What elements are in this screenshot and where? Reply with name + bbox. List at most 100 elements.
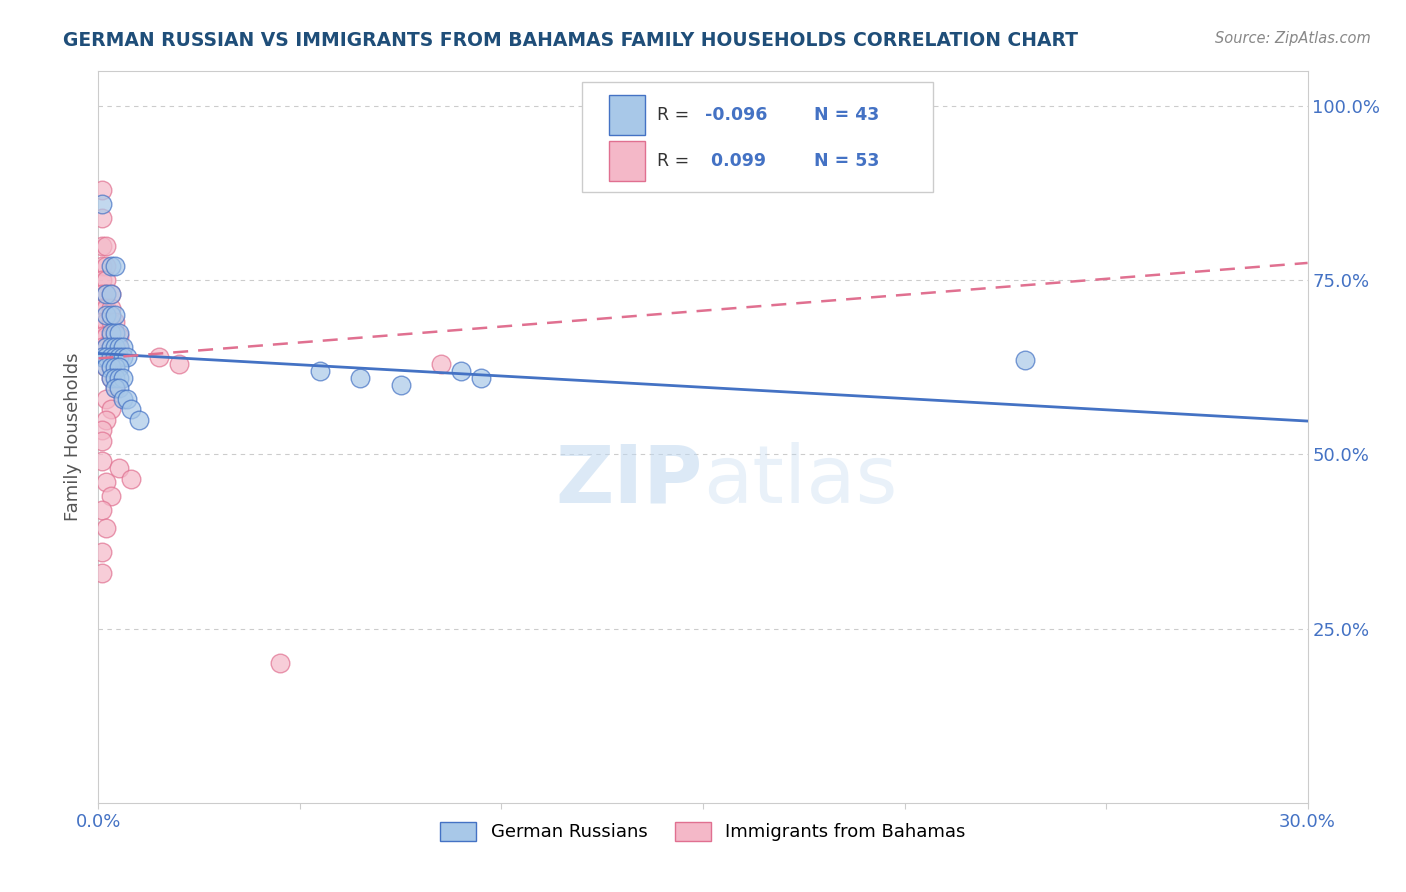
Point xyxy=(96,339,118,353)
Point xyxy=(96,412,118,426)
Point xyxy=(269,657,291,671)
Point xyxy=(91,339,114,353)
Point xyxy=(103,381,125,395)
Point xyxy=(100,260,122,274)
Point xyxy=(430,357,453,371)
Point xyxy=(96,238,118,252)
Point xyxy=(100,308,122,322)
Point xyxy=(103,329,125,343)
Point xyxy=(103,315,125,329)
Point xyxy=(103,326,125,340)
Point xyxy=(309,364,332,378)
Point xyxy=(100,350,122,364)
Point xyxy=(100,489,122,503)
Point xyxy=(470,371,492,385)
Y-axis label: Family Households: Family Households xyxy=(65,353,83,521)
Point xyxy=(91,183,114,197)
Point xyxy=(107,371,129,385)
Point xyxy=(107,461,129,475)
Point xyxy=(100,402,122,417)
Point xyxy=(120,402,142,417)
Point xyxy=(96,287,118,301)
Point xyxy=(91,350,114,364)
Point xyxy=(91,350,114,364)
Point xyxy=(103,339,125,353)
Point xyxy=(100,287,122,301)
Point xyxy=(96,315,118,329)
Point xyxy=(115,392,138,406)
Bar xyxy=(609,141,645,181)
Point xyxy=(96,521,118,535)
Point xyxy=(91,238,114,252)
Text: GERMAN RUSSIAN VS IMMIGRANTS FROM BAHAMAS FAMILY HOUSEHOLDS CORRELATION CHART: GERMAN RUSSIAN VS IMMIGRANTS FROM BAHAMA… xyxy=(63,31,1078,50)
Point xyxy=(96,475,118,490)
Point xyxy=(100,371,122,385)
Point xyxy=(103,350,125,364)
Point xyxy=(111,392,134,406)
Point xyxy=(96,301,118,316)
Point xyxy=(100,350,122,364)
Point xyxy=(107,329,129,343)
Point xyxy=(1014,353,1036,368)
Point xyxy=(91,315,114,329)
Point xyxy=(128,412,150,426)
Point xyxy=(91,423,114,437)
Point xyxy=(100,360,122,375)
Point xyxy=(96,308,118,322)
Point xyxy=(91,545,114,559)
Point xyxy=(107,339,129,353)
Point xyxy=(103,260,125,274)
Point xyxy=(120,472,142,486)
Point xyxy=(91,329,114,343)
Point xyxy=(100,326,122,340)
Point xyxy=(91,211,114,225)
Point xyxy=(107,339,129,353)
Point xyxy=(96,329,118,343)
Point xyxy=(96,392,118,406)
Point xyxy=(107,326,129,340)
Text: N = 53: N = 53 xyxy=(814,152,880,170)
Point xyxy=(96,350,118,364)
Point xyxy=(100,360,122,375)
Point xyxy=(96,350,118,364)
Text: R =: R = xyxy=(657,106,695,124)
Point xyxy=(111,371,134,385)
Point xyxy=(91,273,114,287)
Point xyxy=(103,371,125,385)
Point xyxy=(91,196,114,211)
Point xyxy=(111,350,134,364)
Point xyxy=(167,357,190,371)
Point xyxy=(96,360,118,375)
Point xyxy=(100,329,122,343)
Point xyxy=(148,350,170,364)
Text: N = 43: N = 43 xyxy=(814,106,880,124)
Point xyxy=(349,371,371,385)
Point xyxy=(100,371,122,385)
Point xyxy=(103,308,125,322)
Legend: German Russians, Immigrants from Bahamas: German Russians, Immigrants from Bahamas xyxy=(433,814,973,848)
Point xyxy=(96,360,118,375)
Point xyxy=(96,287,118,301)
Point xyxy=(100,339,122,353)
FancyBboxPatch shape xyxy=(582,82,932,192)
Point xyxy=(100,315,122,329)
Point xyxy=(91,301,114,316)
Point xyxy=(91,566,114,580)
Point xyxy=(96,339,118,353)
Point xyxy=(96,273,118,287)
Point xyxy=(96,260,118,274)
Point xyxy=(107,350,129,364)
Point xyxy=(91,503,114,517)
Text: Source: ZipAtlas.com: Source: ZipAtlas.com xyxy=(1215,31,1371,46)
Point xyxy=(103,339,125,353)
Bar xyxy=(609,95,645,136)
Text: ZIP: ZIP xyxy=(555,442,703,520)
Text: 0.099: 0.099 xyxy=(706,152,766,170)
Point xyxy=(103,360,125,375)
Point xyxy=(107,381,129,395)
Point xyxy=(107,360,129,375)
Point xyxy=(91,287,114,301)
Text: atlas: atlas xyxy=(703,442,897,520)
Point xyxy=(100,339,122,353)
Point xyxy=(115,350,138,364)
